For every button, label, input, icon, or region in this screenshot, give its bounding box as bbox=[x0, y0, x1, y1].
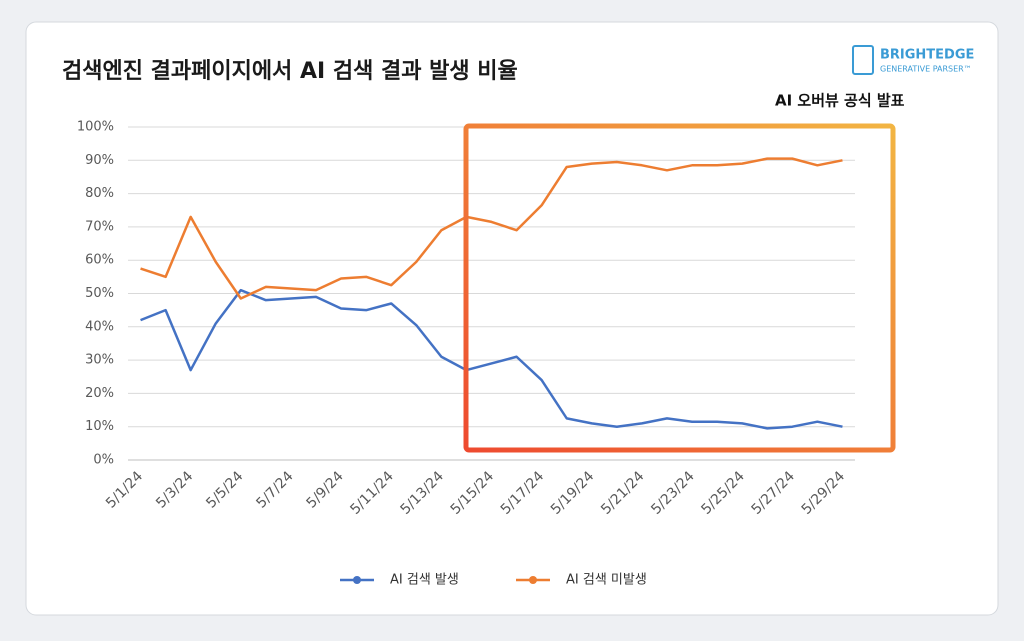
y-tick-label: 20% bbox=[85, 386, 114, 401]
y-tick-label: 30% bbox=[85, 353, 114, 368]
series-line bbox=[140, 288, 843, 430]
annotation: AI 오버뷰 공식 발표 bbox=[775, 92, 905, 110]
chart-title: 검색엔진 결과페이지에서 AI 검색 결과 발생 비율 bbox=[62, 59, 518, 84]
y-tick-label: 90% bbox=[85, 153, 114, 168]
legend-label: AI 검색 발생 bbox=[390, 573, 459, 588]
y-tick-label: 0% bbox=[93, 453, 114, 468]
logo-product: GENERATIVE PARSER™ bbox=[880, 65, 972, 74]
y-tick-label: 100% bbox=[77, 120, 114, 135]
y-tick-label: 80% bbox=[85, 186, 114, 201]
logo-icon bbox=[852, 45, 874, 75]
card bbox=[25, 21, 999, 616]
series-line bbox=[140, 157, 843, 300]
highlight-box bbox=[463, 123, 896, 453]
y-tick-label: 60% bbox=[85, 253, 114, 268]
legend-marker bbox=[353, 576, 361, 584]
y-tick-label: 40% bbox=[85, 319, 114, 334]
y-tick-label: 70% bbox=[85, 219, 114, 234]
legend-label: AI 검색 미발생 bbox=[566, 573, 647, 588]
logo-brand: BRIGHTEDGE bbox=[880, 48, 974, 63]
y-tick-label: 50% bbox=[85, 286, 114, 301]
legend-marker bbox=[529, 576, 537, 584]
y-tick-label: 10% bbox=[85, 419, 114, 434]
